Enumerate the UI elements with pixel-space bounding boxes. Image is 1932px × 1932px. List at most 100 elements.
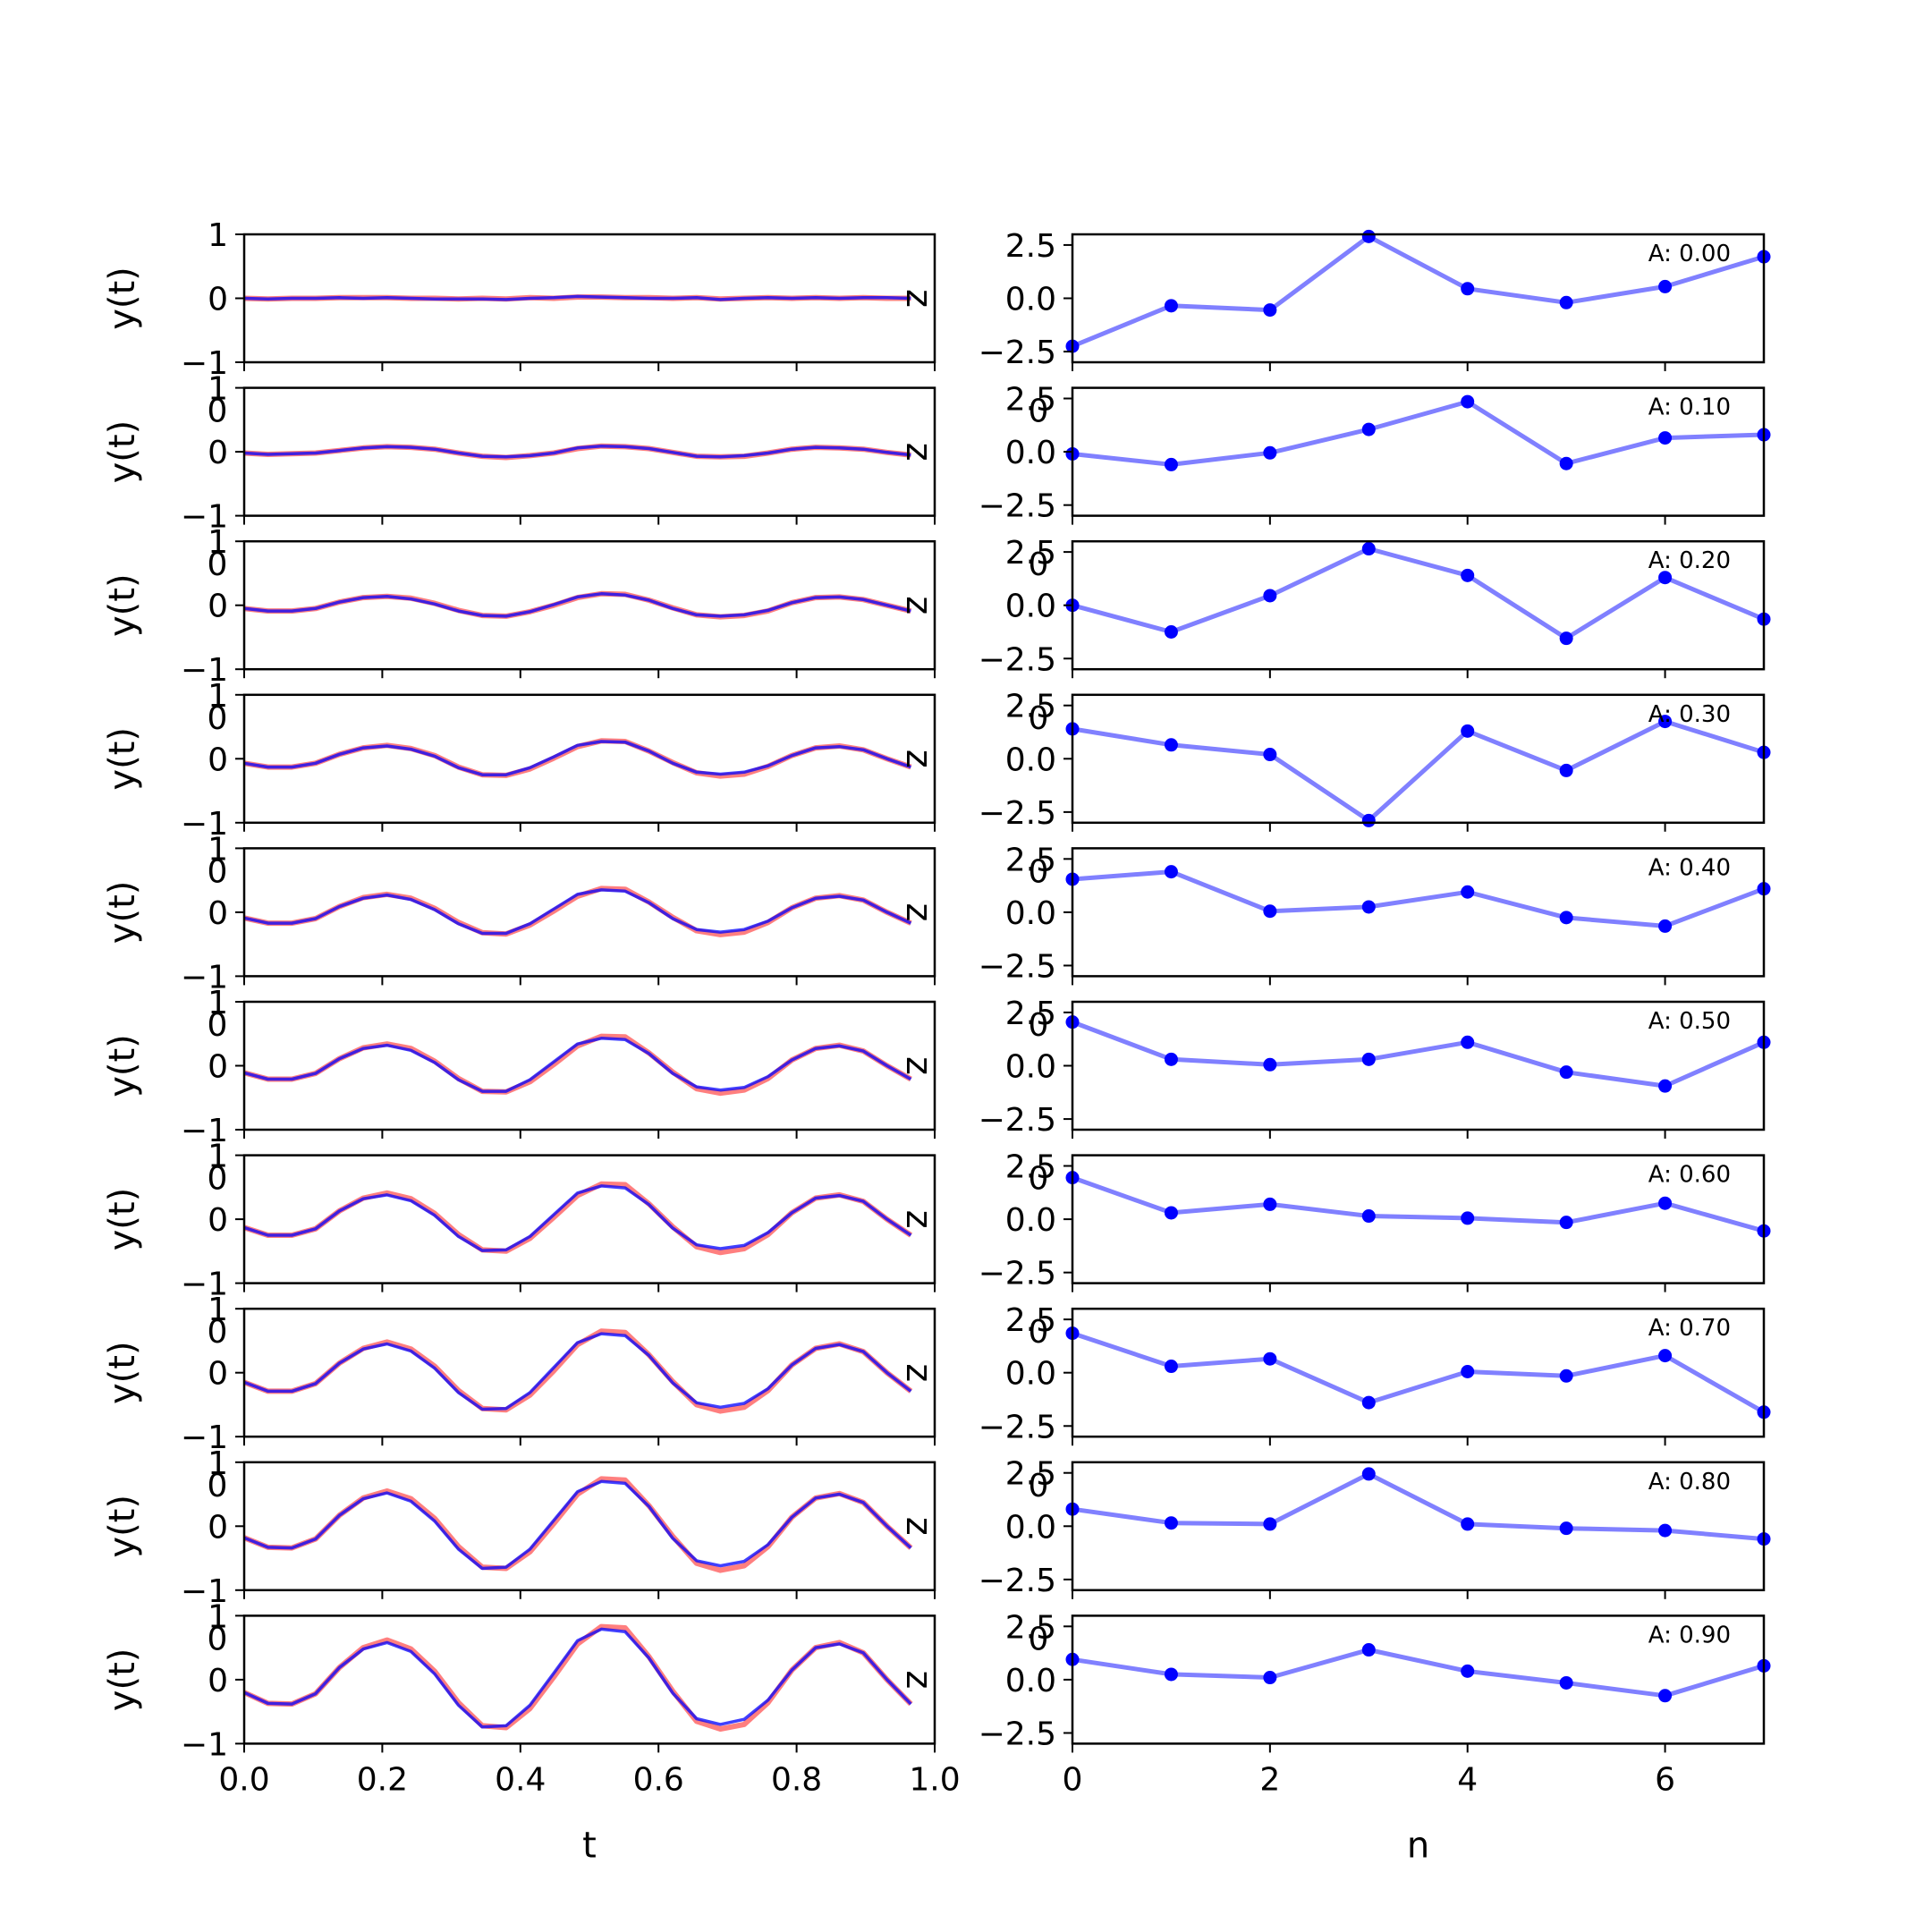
y-axis-label: y(t)	[102, 1648, 143, 1712]
y-tick-label: 1	[208, 1598, 228, 1635]
y-tick-label: 0	[208, 435, 228, 471]
y-tick-label: −1	[181, 1726, 228, 1763]
series-line	[1072, 1020, 1766, 1089]
y-tick-label: −2.5	[979, 1563, 1056, 1599]
data-point	[1658, 1523, 1673, 1538]
overlap-tick-text: 0	[208, 1161, 228, 1198]
series-line	[1072, 547, 1765, 641]
data-point	[1164, 299, 1178, 313]
series-blue-line	[243, 1184, 912, 1252]
amplitude-annotation: A: 0.60	[1648, 1162, 1731, 1189]
right-panel-6: 0 −2.5 0.0 2.5 A: 0.60	[979, 1149, 1771, 1292]
y-tick-label: −2.5	[979, 1716, 1056, 1752]
data-point	[1461, 568, 1475, 582]
x-axis-label: n	[1407, 1825, 1429, 1866]
right-panel-5: 0 −2.5 0.0 2.5 A: 0.50	[979, 996, 1771, 1139]
y-axis-label: y(t)	[102, 727, 143, 791]
overlap-tick-text: 0	[1029, 1314, 1049, 1351]
y-axis-label: y(t)	[102, 1034, 143, 1097]
data-point	[1361, 542, 1376, 556]
y-tick-label: −2.5	[979, 1102, 1056, 1139]
y-tick-label: 1	[208, 1292, 228, 1328]
amplitude-annotation: A: 0.80	[1648, 1469, 1731, 1496]
data-point	[1559, 1065, 1573, 1080]
y-tick-label: −2.5	[979, 488, 1056, 525]
x-tick-label: 0.0	[218, 1761, 269, 1798]
data-point	[1263, 445, 1277, 460]
y-tick-label: −1	[181, 1419, 228, 1456]
series-blue-line	[243, 592, 911, 618]
x-tick-label: 0.4	[495, 1761, 546, 1798]
data-point	[1361, 1467, 1376, 1481]
data-point	[1559, 911, 1573, 925]
data-point	[1361, 1395, 1376, 1410]
overlap-tick-text: 0	[1029, 547, 1049, 583]
x-tick-label: 0.2	[357, 1761, 408, 1798]
y-axis-label: y(t)	[102, 1495, 143, 1558]
series-blue-line	[243, 1627, 912, 1729]
y-tick-label: 2.5	[1005, 382, 1056, 419]
overlap-tick-text: 0	[1029, 1007, 1049, 1044]
y-tick-label: 0.0	[1005, 1356, 1056, 1393]
y-tick-label: 0	[208, 1509, 228, 1546]
y-tick-label: 0	[208, 1049, 228, 1086]
y-tick-label: 0.0	[1005, 1049, 1056, 1086]
y-tick-label: −2.5	[979, 335, 1056, 371]
data-point	[1658, 919, 1673, 933]
right-panel-8: 0 −2.5 0.0 2.5 A: 0.80	[979, 1456, 1771, 1599]
axes-frame	[242, 693, 936, 825]
series-line	[1072, 719, 1765, 823]
y-tick-label: 1	[208, 1445, 228, 1482]
overlap-tick-text: 0	[208, 853, 228, 890]
right-panel-2: 0 −2.5 0.0 2.5 A: 0.20	[979, 535, 1771, 678]
amplitude-annotation: A: 0.50	[1648, 1008, 1731, 1035]
data-point	[1658, 1079, 1673, 1093]
y-tick-label: 0	[208, 1356, 228, 1393]
right-panel-3: 0 −2.5 0.0 2.5 A: 0.30	[979, 689, 1771, 832]
rotated-marker: z	[898, 443, 939, 462]
data-point	[1658, 715, 1673, 729]
y-tick-label: 2.5	[1005, 1609, 1056, 1646]
y-tick-label: −2.5	[979, 795, 1056, 832]
series-line	[1072, 1471, 1765, 1542]
overlap-tick-text: 0	[1029, 1621, 1049, 1657]
overlap-tick-text: 0	[208, 1621, 228, 1657]
y-tick-label: −1	[181, 1573, 228, 1610]
overlap-tick-text: 0	[208, 394, 228, 430]
series-blue-line	[243, 294, 911, 301]
data-point	[1461, 394, 1475, 409]
series-blue-line	[243, 1479, 912, 1571]
x-tick-label: 6	[1655, 1761, 1675, 1798]
series-line	[1072, 1175, 1765, 1233]
y-tick-label: 0.0	[1005, 282, 1056, 318]
y-tick-label: 1	[208, 831, 228, 868]
y-tick-label: 0.0	[1005, 895, 1056, 932]
y-axis-label: y(t)	[102, 420, 143, 484]
axes-frame	[242, 1307, 936, 1438]
data-point	[1164, 1516, 1178, 1530]
data-point	[1461, 724, 1475, 738]
y-tick-label: 2.5	[1005, 842, 1056, 878]
axes-frame	[242, 847, 936, 978]
data-point	[1559, 763, 1573, 777]
overlap-tick-text: 0	[1029, 394, 1049, 430]
y-tick-label: 0	[208, 1202, 228, 1239]
y-axis-label: y(t)	[102, 881, 143, 945]
data-point	[1658, 431, 1673, 445]
series-blue-line	[243, 1332, 912, 1411]
y-tick-label: 0	[208, 895, 228, 932]
series-line	[1072, 1331, 1766, 1414]
left-panel-0: −1 0 1 y(t) z	[102, 217, 939, 382]
y-tick-label: 1	[208, 371, 228, 408]
data-point	[1559, 1216, 1573, 1230]
y-tick-label: 1	[208, 678, 228, 715]
y-tick-label: 2.5	[1005, 689, 1056, 725]
data-point	[1164, 1206, 1178, 1220]
data-point	[1559, 1521, 1573, 1536]
data-point	[1164, 738, 1178, 752]
